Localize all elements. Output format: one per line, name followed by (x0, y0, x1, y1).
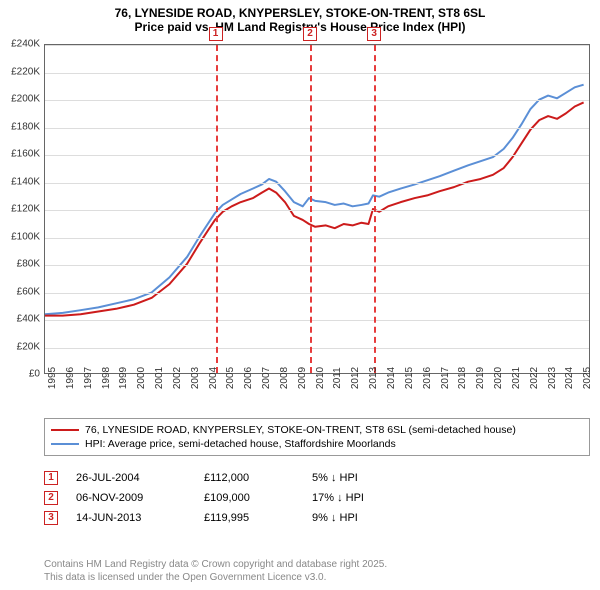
footer: Contains HM Land Registry data © Crown c… (44, 558, 590, 584)
gridline (45, 73, 589, 74)
x-tick-label: 2020 (493, 367, 504, 389)
chart-title: 76, LYNESIDE ROAD, KNYPERSLEY, STOKE-ON-… (0, 0, 600, 36)
table-row: 2 06-NOV-2009 £109,000 17% ↓ HPI (44, 488, 590, 508)
x-tick-label: 2013 (368, 367, 379, 389)
sale-marker-line (374, 45, 376, 373)
x-tick-label: 2019 (475, 367, 486, 389)
y-tick-label: £240K (11, 39, 40, 50)
legend-label-price-paid: 76, LYNESIDE ROAD, KNYPERSLEY, STOKE-ON-… (85, 424, 516, 436)
gridline (45, 45, 589, 46)
plot-area: 123 (44, 44, 590, 374)
sale-table: 1 26-JUL-2004 £112,000 5% ↓ HPI 2 06-NOV… (44, 468, 590, 528)
chart-svg (45, 45, 589, 373)
y-tick-label: £80K (17, 259, 40, 270)
y-tick-label: £60K (17, 286, 40, 297)
title-line-2: Price paid vs. HM Land Registry's House … (10, 20, 590, 34)
x-tick-label: 1996 (65, 367, 76, 389)
y-tick-label: £160K (11, 149, 40, 160)
sale-marker-box: 2 (303, 27, 317, 41)
footer-line-2: This data is licensed under the Open Gov… (44, 571, 590, 584)
y-tick-label: £180K (11, 121, 40, 132)
table-diff-3: 9% ↓ HPI (312, 512, 422, 524)
table-diff-2: 17% ↓ HPI (312, 492, 422, 504)
x-tick-label: 1999 (118, 367, 129, 389)
x-tick-label: 1998 (101, 367, 112, 389)
x-tick-label: 2017 (440, 367, 451, 389)
table-marker-1: 1 (44, 471, 58, 485)
sale-marker-line (310, 45, 312, 373)
chart-container: 76, LYNESIDE ROAD, KNYPERSLEY, STOKE-ON-… (0, 0, 600, 590)
x-tick-label: 2004 (208, 367, 219, 389)
y-tick-label: £40K (17, 314, 40, 325)
y-tick-label: £140K (11, 176, 40, 187)
table-row: 3 14-JUN-2013 £119,995 9% ↓ HPI (44, 508, 590, 528)
gridline (45, 128, 589, 129)
gridline (45, 210, 589, 211)
sale-marker-box: 1 (209, 27, 223, 41)
x-tick-label: 2010 (315, 367, 326, 389)
x-tick-label: 2015 (404, 367, 415, 389)
x-tick-label: 2025 (582, 367, 593, 389)
x-tick-label: 2012 (350, 367, 361, 389)
legend: 76, LYNESIDE ROAD, KNYPERSLEY, STOKE-ON-… (44, 418, 590, 456)
table-marker-2: 2 (44, 491, 58, 505)
legend-row-hpi: HPI: Average price, semi-detached house,… (51, 437, 583, 451)
y-tick-label: £200K (11, 94, 40, 105)
table-date-3: 14-JUN-2013 (76, 512, 186, 524)
legend-label-hpi: HPI: Average price, semi-detached house,… (85, 438, 396, 450)
x-tick-label: 2016 (422, 367, 433, 389)
x-tick-label: 2023 (547, 367, 558, 389)
title-line-1: 76, LYNESIDE ROAD, KNYPERSLEY, STOKE-ON-… (10, 6, 590, 20)
gridline (45, 320, 589, 321)
x-tick-label: 2003 (190, 367, 201, 389)
table-price-3: £119,995 (204, 512, 294, 524)
y-tick-label: £220K (11, 66, 40, 77)
gridline (45, 100, 589, 101)
x-tick-label: 2022 (529, 367, 540, 389)
y-tick-label: £20K (17, 341, 40, 352)
x-tick-label: 1997 (83, 367, 94, 389)
x-tick-label: 2024 (564, 367, 575, 389)
gridline (45, 265, 589, 266)
table-date-1: 26-JUL-2004 (76, 472, 186, 484)
x-tick-label: 2011 (332, 367, 343, 389)
y-tick-label: £0 (29, 369, 40, 380)
x-tick-label: 2009 (297, 367, 308, 389)
table-date-2: 06-NOV-2009 (76, 492, 186, 504)
table-price-2: £109,000 (204, 492, 294, 504)
table-price-1: £112,000 (204, 472, 294, 484)
x-tick-label: 2018 (457, 367, 468, 389)
legend-swatch-hpi (51, 443, 79, 445)
x-tick-label: 1995 (47, 367, 58, 389)
x-tick-label: 2021 (511, 367, 522, 389)
x-tick-label: 2005 (225, 367, 236, 389)
y-tick-label: £100K (11, 231, 40, 242)
sale-marker-line (216, 45, 218, 373)
x-tick-label: 2008 (279, 367, 290, 389)
series-line-hpi (45, 85, 584, 315)
x-tick-label: 2007 (261, 367, 272, 389)
gridline (45, 155, 589, 156)
gridline (45, 293, 589, 294)
table-row: 1 26-JUL-2004 £112,000 5% ↓ HPI (44, 468, 590, 488)
table-marker-3: 3 (44, 511, 58, 525)
footer-line-1: Contains HM Land Registry data © Crown c… (44, 558, 590, 571)
legend-row-price-paid: 76, LYNESIDE ROAD, KNYPERSLEY, STOKE-ON-… (51, 423, 583, 437)
legend-swatch-price-paid (51, 429, 79, 431)
x-tick-label: 2006 (243, 367, 254, 389)
sale-marker-box: 3 (367, 27, 381, 41)
gridline (45, 238, 589, 239)
x-tick-label: 2000 (136, 367, 147, 389)
x-tick-label: 2014 (386, 367, 397, 389)
y-tick-label: £120K (11, 204, 40, 215)
x-tick-label: 2002 (172, 367, 183, 389)
gridline (45, 183, 589, 184)
gridline (45, 348, 589, 349)
table-diff-1: 5% ↓ HPI (312, 472, 422, 484)
x-tick-label: 2001 (154, 367, 165, 389)
